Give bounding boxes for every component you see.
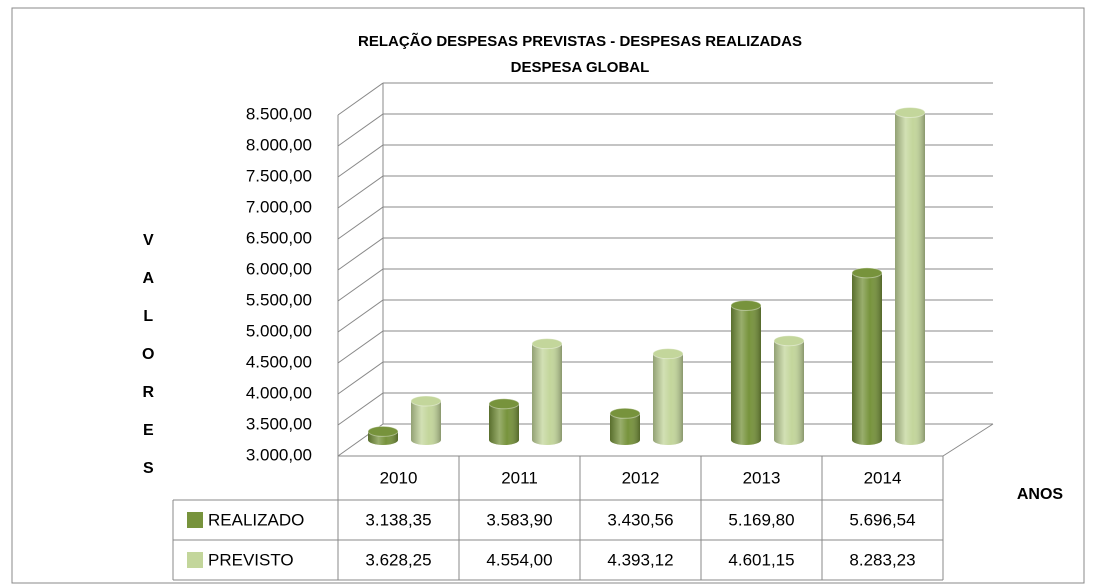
table-value: 3.138,35: [365, 510, 431, 529]
grid-line-side: [337, 330, 384, 364]
y-axis-label: VALORES: [140, 232, 157, 498]
y-tick-label: 3.000,00: [246, 445, 312, 464]
grid-line-side: [337, 206, 384, 240]
grid-line-side: [337, 361, 384, 395]
table-value: 5.169,80: [728, 510, 794, 529]
x-tick-label: 2011: [501, 468, 538, 487]
chart-title: RELAÇÃO DESPESAS PREVISTAS - DESPESAS RE…: [358, 32, 802, 50]
y-tick-label: 4.000,00: [246, 383, 312, 402]
table-value: 4.554,00: [486, 550, 552, 569]
legend-swatch: [187, 552, 203, 568]
y-tick-label: 5.500,00: [246, 290, 312, 309]
cylinder-top: [367, 425, 399, 437]
x-axis-label: ANOS: [1017, 486, 1064, 503]
cylinder-shade: [895, 112, 925, 445]
floor-edge: [942, 423, 994, 457]
cylinder-top: [609, 407, 641, 419]
table-value: 8.283,23: [849, 550, 915, 569]
y-tick-label: 7.000,00: [246, 197, 312, 216]
legend-label: PREVISTO: [208, 550, 294, 569]
table-value: 4.601,15: [728, 550, 794, 569]
cylinder-top: [531, 338, 563, 350]
table-value: 4.393,12: [607, 550, 673, 569]
walls: [337, 83, 994, 457]
y-tick-label: 6.500,00: [246, 228, 312, 247]
x-tick-label: 2013: [743, 468, 781, 487]
grid-line-side: [337, 175, 384, 209]
grid-line-side: [337, 237, 384, 271]
y-tick-label: 5.000,00: [246, 321, 312, 340]
cylinder-shade: [774, 340, 804, 445]
grid-line-side: [337, 113, 384, 147]
legend-swatch: [187, 512, 203, 528]
table-value: 3.628,25: [365, 550, 431, 569]
cylinder-shade: [489, 403, 519, 445]
grid-line-side: [337, 268, 384, 302]
grid-line-side: [337, 144, 384, 178]
table-value: 3.430,56: [607, 510, 673, 529]
x-tick-label: 2014: [864, 468, 902, 487]
grid-line-side: [337, 392, 384, 426]
cylinder-shade: [610, 413, 640, 445]
y-tick-label: 6.000,00: [246, 259, 312, 278]
chart-subtitle: DESPESA GLOBAL: [511, 59, 650, 76]
cylinder-shade: [731, 305, 761, 445]
table-value: 5.696,54: [849, 510, 915, 529]
cylinder-top: [410, 395, 442, 407]
cylinder-top: [851, 267, 883, 279]
cylinder-top: [894, 106, 926, 118]
cylinder-top: [730, 299, 762, 311]
cylinder-shade: [532, 343, 562, 445]
legend-label: REALIZADO: [208, 510, 304, 529]
grid-line-side: [337, 299, 384, 333]
y-tick-label: 8.500,00: [246, 104, 312, 123]
x-tick-label: 2012: [622, 468, 660, 487]
cylinder-shade: [411, 401, 441, 445]
y-tick-label: 3.500,00: [246, 414, 312, 433]
table-value: 3.583,90: [486, 510, 552, 529]
cylinder-top: [773, 335, 805, 347]
y-tick-label: 8.000,00: [246, 135, 312, 154]
grid-line-side: [337, 82, 384, 116]
y-tick-label: 7.500,00: [246, 166, 312, 185]
cylinder-shade: [653, 353, 683, 445]
cylinder-top: [652, 348, 684, 360]
x-tick-label: 2010: [380, 468, 418, 487]
cylinder-shade: [852, 272, 882, 445]
cylinder-top: [488, 398, 520, 410]
y-tick-label: 4.500,00: [246, 352, 312, 371]
